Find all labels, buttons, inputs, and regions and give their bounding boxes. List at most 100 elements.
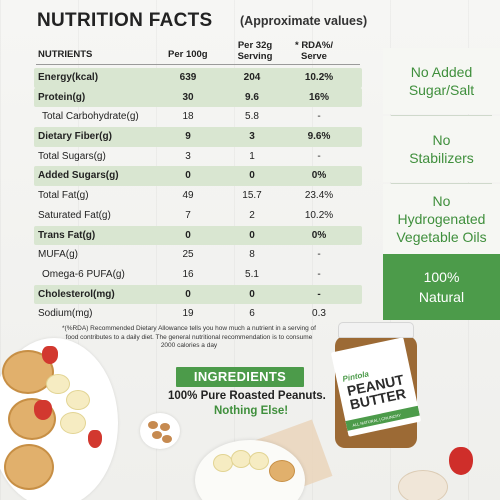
strawberry-shape: [34, 400, 52, 420]
pancake-shape: [4, 444, 54, 490]
table-row: Saturated Fat(g) 7 2 10.2%: [34, 206, 362, 226]
claim-divider: [391, 115, 492, 116]
row-per100: 16: [182, 268, 194, 280]
row-per100: 9: [185, 131, 191, 143]
claim-text: No Added: [410, 64, 473, 80]
row-per32: 0: [249, 229, 255, 241]
header-rda-line2: Serve: [301, 51, 327, 62]
row-per100: 7: [185, 209, 191, 221]
page-title: NUTRITION FACTS: [37, 10, 213, 31]
row-rda: 10.2%: [304, 72, 334, 83]
table-row: MUFA(g) 25 8 -: [34, 245, 362, 265]
nutrition-table: Energy(kcal) 639 204 10.2% Protein(g) 30…: [34, 68, 362, 324]
table-row: Total Carbohydrate(g) 18 5.8 -: [34, 107, 362, 127]
table-row: Energy(kcal) 639 204 10.2%: [34, 68, 362, 88]
row-rda: 23.4%: [304, 190, 334, 202]
row-name: Protein(g): [38, 91, 86, 103]
table-row: Cholesterol(mg) 0 0 -: [34, 284, 362, 305]
row-per32: 6: [249, 308, 255, 320]
row-per100: 0: [185, 288, 191, 300]
claim-text: 100%: [423, 269, 460, 285]
banana-slice: [249, 452, 269, 470]
row-per32: 5.1: [245, 268, 259, 280]
row-rda: 0.3: [312, 308, 326, 320]
header-per32-line2: Serving: [237, 51, 273, 62]
peanut-shape: [152, 431, 162, 439]
row-per32: 5.8: [245, 111, 259, 123]
header-per32: Per 32g Serving: [234, 40, 276, 62]
peanut-shape: [160, 423, 170, 431]
row-per32: 3: [249, 131, 255, 143]
claim-text: Natural: [418, 289, 465, 305]
ingredients-tagline: Nothing Else!: [214, 405, 289, 417]
claim-text: Vegetable Oils: [396, 229, 487, 245]
row-rda: 10.2%: [304, 209, 334, 221]
header-per32-line1: Per 32g: [237, 40, 273, 51]
pancake-plate-image: [0, 338, 118, 500]
header-rda-line1: * RDA%/: [294, 40, 333, 51]
row-per32: 8: [249, 249, 255, 261]
row-per32: 15.7: [242, 190, 262, 202]
table-row: Total Fat(g) 49 15.7 23.4%: [34, 186, 362, 206]
row-per100: 18: [182, 111, 194, 123]
table-row: Added Sugars(g) 0 0 0%: [34, 166, 362, 187]
granola-shape: [269, 460, 295, 482]
row-per100: 30: [182, 91, 194, 103]
row-rda: 16%: [308, 91, 329, 103]
peanut-butter-jar-image: Pintola PEANUT BUTTER ALL NATURAL | CRUN…: [330, 322, 422, 450]
peanut-shape: [162, 435, 172, 443]
row-name: Sodium(mg): [38, 308, 93, 320]
row-per100: 639: [179, 72, 197, 83]
row-per100: 49: [182, 190, 194, 202]
row-rda: -: [317, 150, 321, 162]
claim-text: Stabilizers: [409, 150, 474, 166]
row-per32: 204: [243, 72, 261, 83]
row-per32: 9.6: [245, 91, 259, 103]
row-name: Energy(kcal): [38, 72, 99, 83]
claim-no-added-sugar: No Added Sugar/Salt: [383, 48, 500, 114]
row-per100: 3: [185, 150, 191, 162]
basket-image: [398, 470, 448, 500]
row-name: Total Sugars(g): [38, 150, 106, 162]
row-rda: -: [317, 249, 321, 261]
table-row: Dietary Fiber(g) 9 3 9.6%: [34, 127, 362, 147]
pancake-shape: [2, 350, 54, 394]
claim-text: No: [432, 193, 451, 209]
claim-divider: [391, 183, 492, 184]
banana-slice: [46, 374, 70, 394]
row-name: Cholesterol(mg): [38, 288, 115, 300]
jar-strip-text: ALL NATURAL | CRUNCHY: [351, 412, 402, 428]
row-per100: 19: [182, 308, 194, 320]
strawberry-shape: [88, 430, 102, 448]
claim-no-hydrogenated: No Hydrogenated Vegetable Oils: [383, 184, 500, 254]
banana-slice: [66, 390, 90, 410]
banana-slice: [60, 412, 86, 434]
claim-text: Hydrogenated: [397, 211, 486, 227]
ingredients-badge: INGREDIENTS: [176, 367, 304, 387]
row-rda: 0%: [311, 229, 327, 241]
header-nutrients: NUTRIENTS: [38, 49, 93, 60]
ingredients-text: 100% Pure Roasted Peanuts.: [168, 390, 326, 402]
table-row: Trans Fat(g) 0 0 0%: [34, 225, 362, 246]
row-name: Trans Fat(g): [38, 229, 96, 241]
claim-natural-badge: 100% Natural: [383, 254, 500, 320]
strawberry-shape: [42, 346, 58, 364]
claim-text: No: [432, 132, 451, 148]
table-row: Protein(g) 30 9.6 16%: [34, 87, 362, 108]
row-per100: 25: [182, 249, 194, 261]
peanut-shape: [148, 421, 158, 429]
row-rda: -: [317, 111, 321, 123]
table-row: Sodium(mg) 19 6 0.3: [34, 304, 362, 324]
row-name: Total Carbohydrate(g): [42, 111, 139, 123]
row-rda: 0%: [311, 170, 327, 182]
banana-slice: [231, 450, 251, 468]
row-name: Total Fat(g): [38, 190, 89, 202]
rda-footnote: *(%RDA) Recommended Dietary Allowance te…: [62, 325, 316, 349]
peanut-bowl-image: [140, 413, 180, 449]
banana-slice: [213, 454, 233, 472]
row-per100: 0: [185, 170, 191, 182]
row-per32: 2: [249, 209, 255, 221]
row-per32: 1: [249, 150, 255, 162]
banana-bowl-image: [195, 440, 305, 500]
row-name: Omega-6 PUFA(g): [42, 268, 125, 280]
